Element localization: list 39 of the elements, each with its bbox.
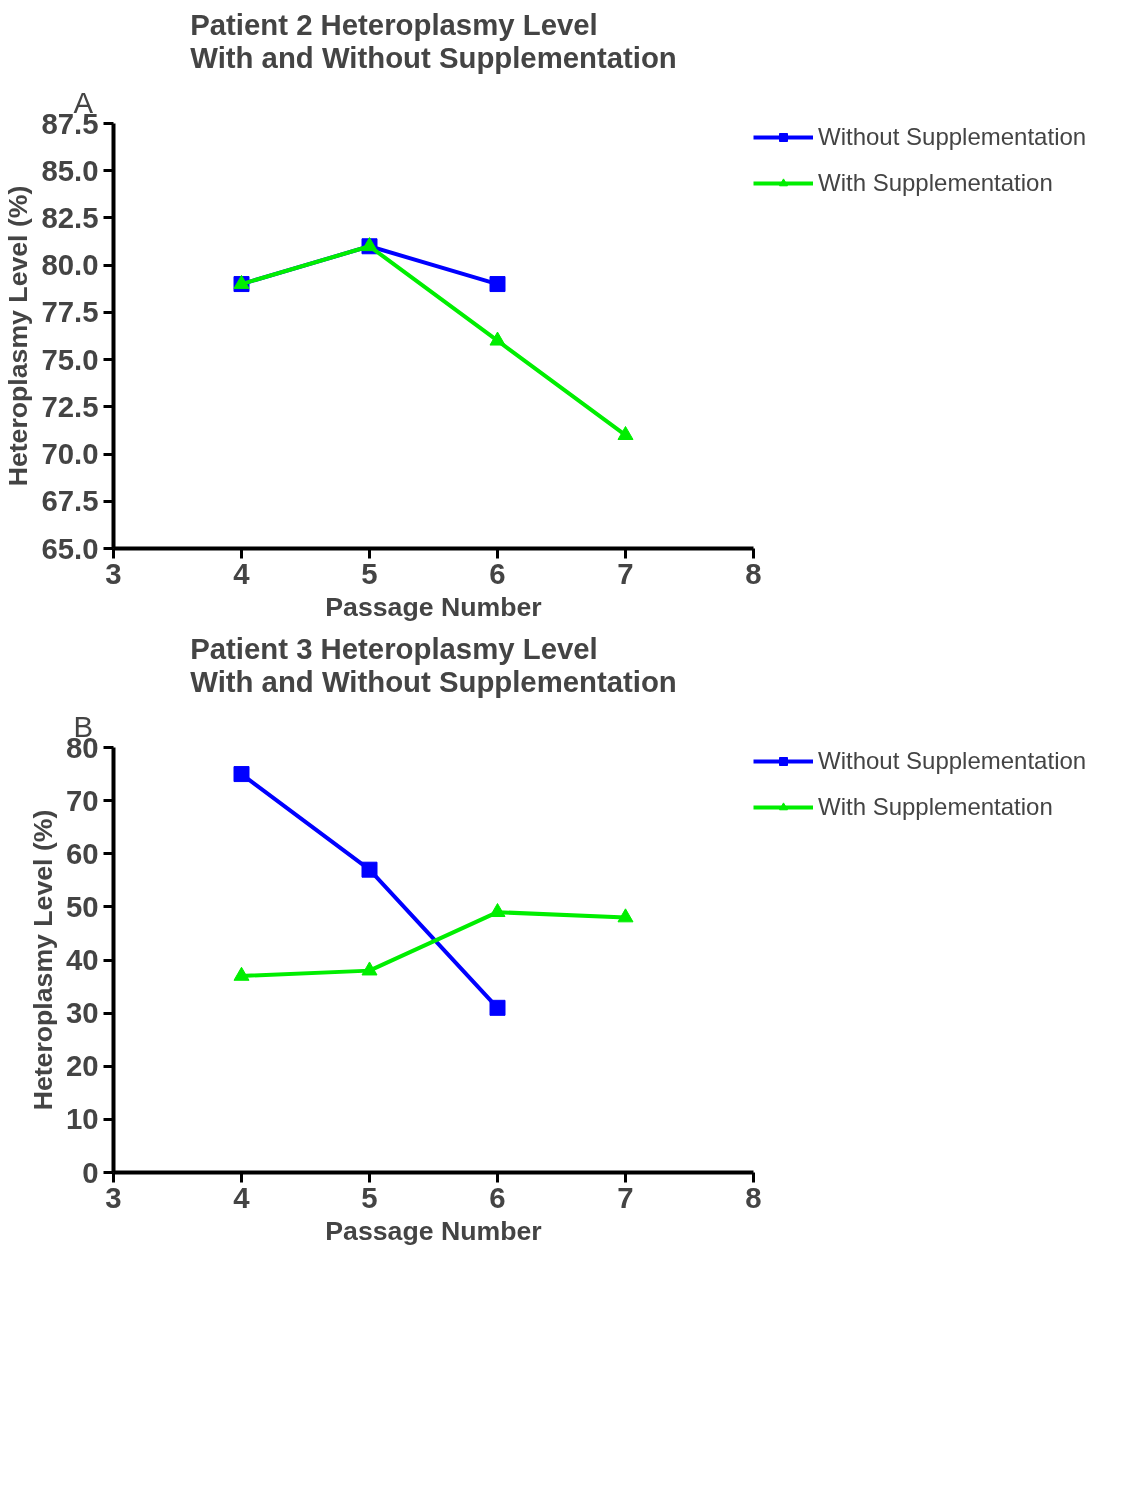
y-tick-label: 20: [65, 1049, 99, 1083]
y-tick-label: 85.0: [41, 153, 99, 187]
y-axis-title: Heteroplasmy Level (%): [3, 185, 34, 487]
y-tick-label: 70: [65, 783, 99, 817]
legend-label: With Supplementation: [818, 793, 1053, 821]
x-tick-label: 7: [617, 1180, 634, 1214]
y-tick-label: 70.0: [41, 437, 99, 471]
x-tick-label: 5: [361, 1180, 378, 1214]
x-tick-label: 3: [105, 556, 122, 590]
y-tick-label: 50: [65, 889, 99, 923]
x-tick-label: 5: [361, 556, 378, 590]
y-tick-label: 60: [65, 836, 99, 870]
y-tick-label: 30: [65, 996, 99, 1030]
legend-label: Without Supplementation: [818, 123, 1087, 151]
x-axis-title: Passage Number: [325, 591, 542, 622]
y-axis-title: Heteroplasmy Level (%): [27, 809, 58, 1111]
x-tick-label: 4: [233, 556, 251, 590]
chart-title: Patient 3 Heteroplasmy Level With and Without Supplementation: [190, 631, 677, 698]
y-tick-label: 72.5: [41, 389, 99, 423]
legend-label: Without Supplementation: [818, 747, 1087, 775]
y-tick-label: 40: [65, 943, 99, 976]
x-tick-label: 3: [105, 1180, 122, 1214]
y-tick-label: 65.0: [41, 531, 99, 565]
y-tick-label: 82.5: [41, 200, 99, 234]
y-tick-label: 80.0: [41, 248, 99, 282]
x-tick-label: 8: [745, 556, 762, 590]
x-axis-title: Passage Number: [325, 1215, 542, 1246]
y-tick-label: 67.5: [41, 484, 99, 518]
y-tick-label: 10: [65, 1102, 99, 1136]
x-tick-label: 6: [489, 1180, 506, 1214]
chart-title: Patient 2 Heteroplasmy Level With and Without Supplementation: [190, 7, 677, 74]
legend-label: With Supplementation: [818, 169, 1053, 197]
y-tick-label: 0: [82, 1155, 99, 1189]
y-tick-label: 75.0: [41, 342, 99, 376]
y-tick-label: 77.5: [41, 295, 99, 329]
x-tick-label: 8: [745, 1180, 762, 1214]
x-tick-label: 6: [489, 556, 506, 590]
x-tick-label: 4: [233, 1180, 251, 1214]
x-tick-label: 7: [617, 556, 634, 590]
